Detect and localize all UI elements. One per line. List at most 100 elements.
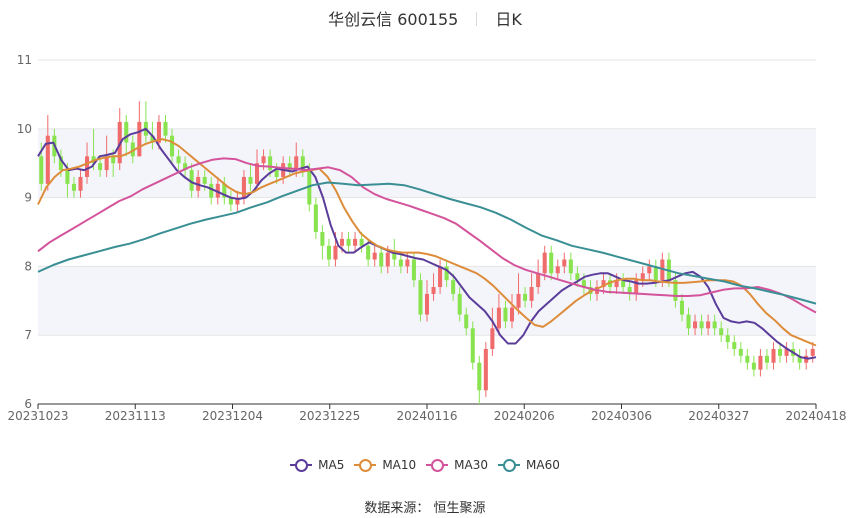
candle [438, 259, 443, 294]
candle [562, 252, 567, 274]
legend-swatch-dot [503, 459, 517, 472]
candle-body [222, 183, 227, 198]
candle [248, 163, 253, 191]
candle [71, 176, 76, 198]
candle-body [189, 170, 194, 191]
candle [634, 273, 639, 301]
legend-item-ma10[interactable]: MA10 [354, 458, 416, 472]
candle-body [235, 197, 240, 205]
candle-body [490, 328, 495, 349]
period-label: 日K [495, 10, 522, 29]
candle [372, 245, 377, 267]
candle-body [457, 293, 462, 315]
legend-swatch [426, 459, 449, 472]
candle [784, 342, 789, 363]
candle-body [392, 252, 397, 260]
candle [810, 342, 815, 363]
candle-body [418, 280, 423, 315]
candle-body [797, 355, 802, 363]
y-tick-label: 10 [17, 122, 32, 136]
candle [549, 245, 554, 281]
candle-body [549, 252, 554, 274]
candle-body [71, 183, 76, 191]
ma-line-ma10 [37, 138, 817, 347]
candle-body [679, 300, 685, 315]
candle-body [634, 280, 639, 294]
candle [45, 115, 50, 191]
candle-body [333, 245, 338, 260]
candle [398, 252, 403, 274]
candle [496, 293, 501, 336]
candle-body [751, 362, 756, 370]
candle [228, 190, 233, 212]
legend-label: MA5 [318, 458, 345, 472]
candle-body [248, 176, 253, 184]
candle-body [150, 135, 155, 143]
data-source: 数据来源： 恒生聚源 [364, 501, 486, 516]
candle-body [294, 156, 299, 171]
candle-body [738, 348, 743, 356]
x-tick-label: 20240116 [396, 409, 457, 423]
candle [183, 156, 188, 177]
candle-body [575, 273, 580, 281]
candle [693, 314, 698, 336]
candle [797, 348, 802, 370]
x-tick-label: 20240206 [494, 409, 555, 423]
legend-label: MA10 [382, 458, 417, 472]
candle-body [804, 355, 809, 363]
candle-body [39, 156, 44, 184]
candle [117, 108, 122, 171]
candle [320, 225, 325, 260]
candle-body [568, 259, 573, 274]
candle-body [555, 266, 560, 274]
candle-body [398, 259, 403, 267]
candle [490, 307, 495, 356]
candle [575, 266, 580, 288]
candle [745, 348, 750, 370]
candle [647, 259, 652, 281]
candle-body [379, 252, 384, 267]
candle-body [45, 135, 50, 184]
candle [778, 342, 783, 363]
candle-body [745, 355, 750, 363]
candle [353, 232, 358, 253]
candle-body [516, 293, 521, 308]
candle-body [693, 321, 698, 329]
candle [751, 355, 756, 377]
legend-item-ma30[interactable]: MA30 [426, 458, 488, 472]
candle-body [405, 259, 410, 267]
candle [719, 321, 724, 343]
candle [529, 273, 534, 308]
candle-body [209, 183, 214, 198]
candle [326, 238, 331, 267]
candle [509, 293, 515, 329]
candle [470, 321, 475, 370]
candle [621, 273, 626, 294]
candle [804, 348, 809, 370]
candle-body [444, 266, 449, 281]
x-tick-label: 20231225 [299, 409, 360, 423]
candle-body [542, 252, 547, 274]
candle-body [176, 156, 181, 164]
candle-body [529, 287, 534, 301]
legend-item-ma5[interactable]: MA5 [290, 458, 344, 472]
y-tick-label: 7 [24, 328, 32, 342]
y-tick-label: 11 [17, 53, 32, 67]
candle-body [366, 245, 371, 260]
candle [189, 163, 194, 198]
legend: MA5 MA10 MA30 MA60 [0, 458, 850, 474]
candle [686, 307, 691, 336]
candle-body [268, 156, 273, 171]
legend-item-ma60[interactable]: MA60 [498, 458, 560, 472]
y-tick-label: 6 [24, 397, 32, 411]
candle [444, 259, 449, 288]
candle-body [353, 238, 358, 246]
candle-body [438, 266, 443, 288]
x-tick-label: 20231023 [7, 409, 68, 423]
candle [536, 259, 541, 294]
candle [235, 190, 240, 212]
candle-body [339, 238, 345, 246]
candle-body [771, 348, 776, 363]
candle-body [712, 321, 717, 329]
legend-label: MA30 [454, 458, 489, 472]
